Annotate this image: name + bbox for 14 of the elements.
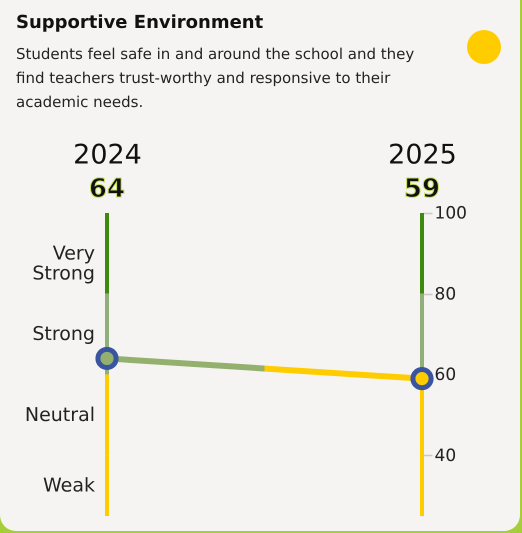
- text: 64: [88, 174, 126, 204]
- x-tick-label: 2025: [388, 140, 457, 170]
- text: 59: [404, 174, 440, 204]
- band-label: Neutral: [24, 404, 95, 426]
- band-label: Very Strong: [32, 242, 95, 284]
- y-tick-label: 80: [434, 284, 456, 304]
- band-label: Strong: [32, 323, 95, 346]
- y-tick-label: 60: [434, 365, 456, 386]
- x-tick-label: 2024: [73, 140, 142, 170]
- band-label: Weak: [42, 474, 95, 497]
- y-tick-label: 100: [434, 204, 467, 224]
- y-tick-label: 40: [434, 446, 456, 466]
- chart-subtitle: Students feel safe in and around the school and they find teachers trust-worthy and responsive to their academic needs.: [16, 44, 416, 113]
- chart-title: Supportive Environment: [16, 12, 264, 33]
